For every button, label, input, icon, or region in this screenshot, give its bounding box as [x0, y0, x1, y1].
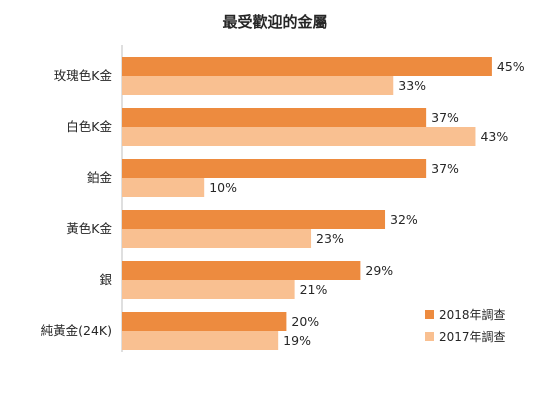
chart-title: 最受歡迎的金屬: [222, 13, 327, 31]
data-label: 37%: [431, 110, 459, 125]
legend-label: 2018年調查: [439, 308, 506, 322]
data-label: 32%: [390, 212, 418, 227]
data-label: 10%: [209, 180, 237, 195]
bar-series-1: [122, 159, 427, 178]
data-label: 43%: [480, 129, 508, 144]
bar-series-1: [122, 312, 287, 331]
category-label: 純黃金(24K): [41, 323, 112, 338]
legend: 2018年調查 2017年調查: [425, 308, 506, 344]
data-label: 19%: [283, 333, 311, 348]
legend-swatch: [425, 310, 434, 319]
bar-series-2: [122, 127, 476, 146]
bar-series-2: [122, 280, 295, 299]
legend-swatch: [425, 332, 434, 341]
bar-series-2: [122, 331, 279, 350]
data-label: 37%: [431, 161, 459, 176]
category-label: 玫瑰色K金: [54, 68, 113, 83]
category-label: 黃色K金: [66, 221, 112, 236]
bar-series-2: [122, 76, 394, 95]
bar-series-1: [122, 57, 492, 76]
bar-series-2: [122, 178, 205, 197]
legend-label: 2017年調查: [439, 330, 506, 344]
data-label: 45%: [497, 59, 525, 74]
category-label: 白色K金: [66, 119, 112, 134]
bar-series-1: [122, 108, 427, 127]
data-label: 23%: [316, 231, 344, 246]
bar-series-1: [122, 261, 361, 280]
category-label: 銀: [99, 272, 112, 287]
data-label: 20%: [291, 314, 319, 329]
category-label: 鉑金: [87, 170, 113, 185]
data-label: 33%: [398, 78, 426, 93]
bar-series-1: [122, 210, 386, 229]
bar-series-2: [122, 229, 312, 248]
data-label: 21%: [300, 282, 328, 297]
data-label: 29%: [365, 263, 393, 278]
